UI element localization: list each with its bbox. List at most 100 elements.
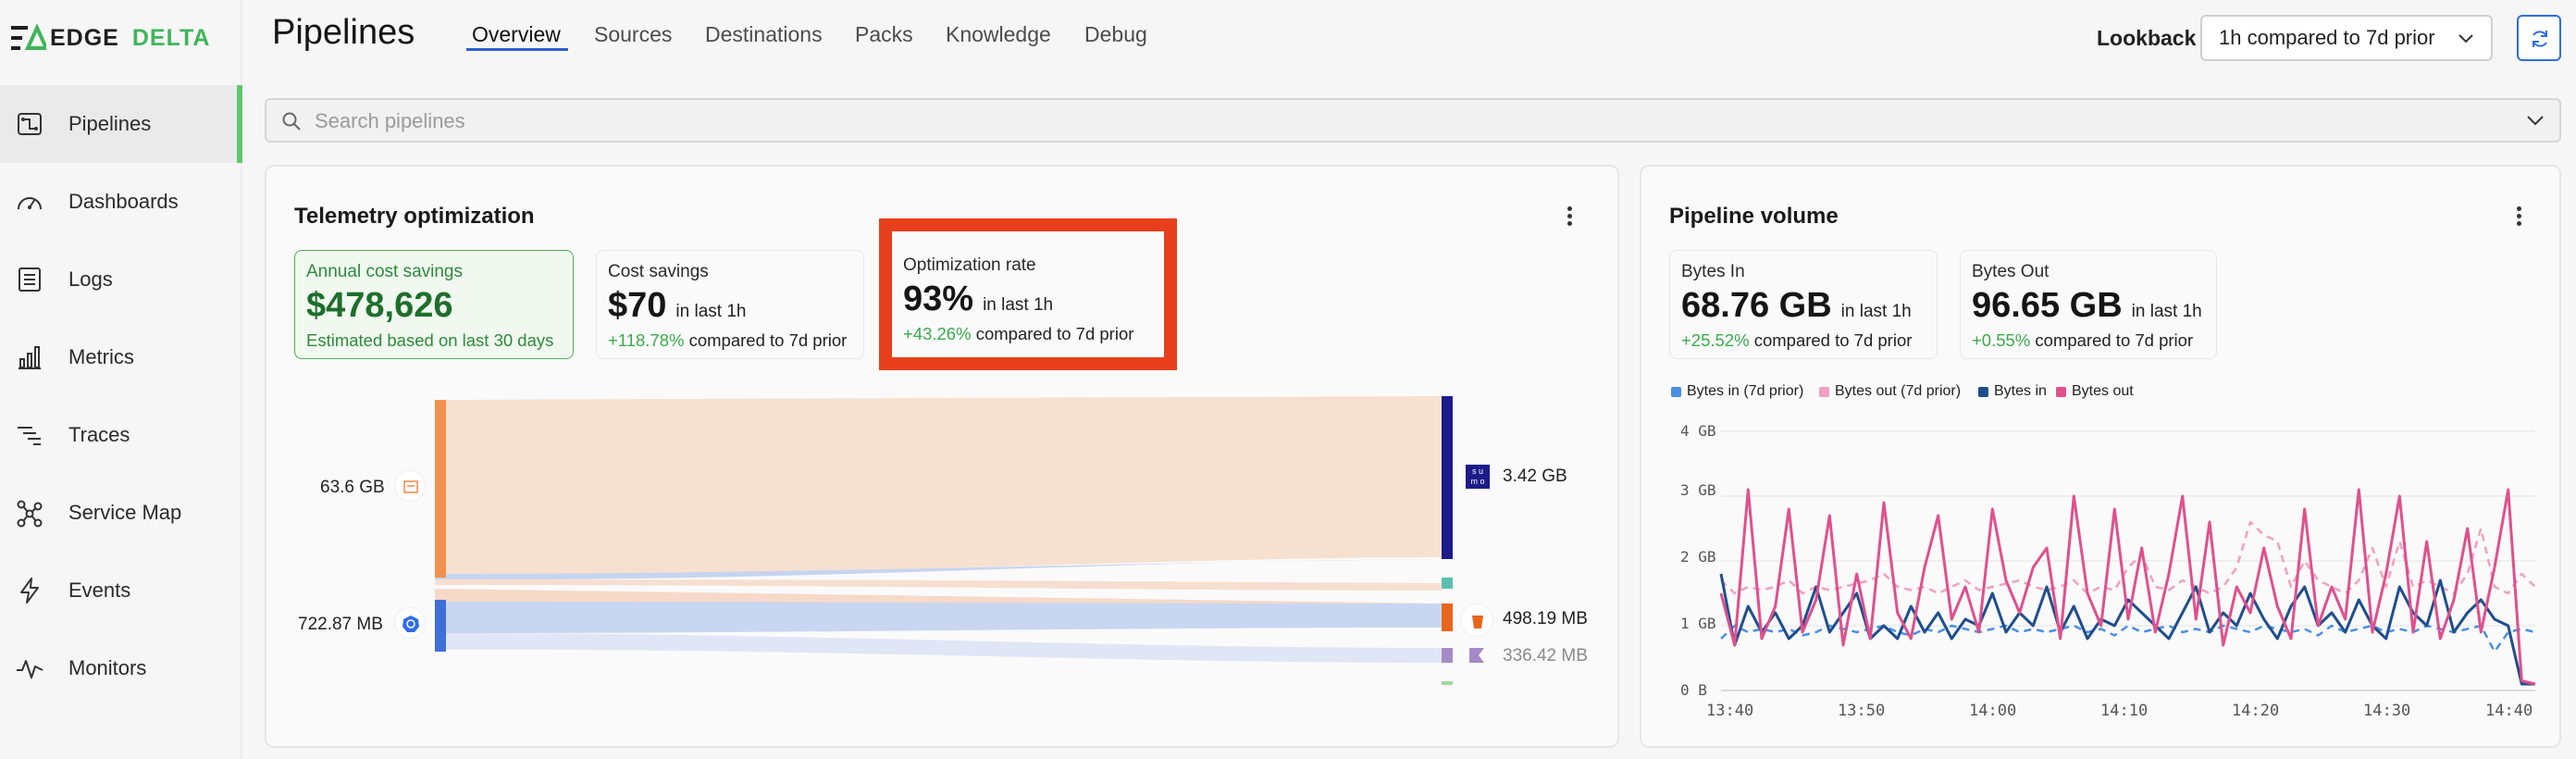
kubernetes-icon[interactable] [394, 607, 426, 639]
legend-swatch [1819, 386, 1829, 397]
metric-change: +118.78% compared to 7d prior [608, 330, 847, 351]
legend-item[interactable]: Bytes in [1978, 383, 2047, 400]
flow-link [435, 633, 1442, 663]
tab-knowledge[interactable]: Knowledge [946, 22, 1051, 46]
s3-bucket-icon[interactable] [1460, 603, 1493, 637]
sidebar-item-traces[interactable]: Traces [0, 396, 242, 474]
legend-item[interactable]: Bytes out (7d prior) [1819, 383, 1961, 400]
legend-label: Bytes out (7d prior) [1835, 383, 1962, 399]
metric-value-number: 96.65 GB [1972, 286, 2123, 325]
metric-label: Bytes Out [1972, 262, 2050, 281]
logo-mark-icon [11, 24, 46, 50]
y-tick-label: 2 GB [1680, 548, 1716, 566]
refresh-button[interactable] [2517, 15, 2561, 61]
chevron-down-icon [2458, 34, 2473, 44]
telemetry-optimization-card: Telemetry optimization Annual cost savin… [265, 165, 1619, 748]
metric-change-pct: +43.26% [903, 324, 972, 343]
flow-node-dest-sumo [1442, 396, 1453, 559]
x-tick-label: 13:40 [1706, 702, 1754, 720]
more-options-icon[interactable] [2509, 204, 2528, 230]
metric-label: Bytes In [1681, 262, 1745, 281]
metric-label: Annual cost savings [306, 262, 463, 281]
metric-change: +0.55% compared to 7d prior [1972, 330, 2193, 351]
metric-change-pct: +25.52% [1681, 330, 1750, 350]
legend-item[interactable]: Bytes in (7d prior) [1671, 383, 1803, 400]
flow-destination-label: 3.42 GB [1503, 467, 1567, 486]
y-tick-label: 4 GB [1680, 422, 1716, 440]
gauge-icon [18, 197, 42, 210]
legend-label: Bytes in (7d prior) [1687, 383, 1804, 399]
metric-value: 96.65 GB in last 1h [1972, 286, 2202, 326]
tab-debug[interactable]: Debug [1084, 22, 1147, 46]
pipeline-volume-card: Pipeline volume Bytes In 68.76 GB in last… [1640, 165, 2561, 748]
card-title: Telemetry optimization [294, 204, 535, 229]
more-options-icon[interactable] [1560, 204, 1579, 230]
x-tick-label: 14:40 [2485, 702, 2533, 720]
pulse-icon [17, 660, 43, 678]
edge-delta-logo[interactable]: EDGE DELTA [9, 22, 210, 54]
file-source-icon[interactable] [394, 470, 426, 502]
legend-label: Bytes out [2072, 383, 2134, 399]
sidebar-item-metrics[interactable]: Metrics [0, 318, 242, 396]
series-line-bytes-out[interactable] [1719, 488, 2536, 686]
lookback-select[interactable]: 1h compared to 7d prior [2200, 15, 2493, 61]
tab-overview[interactable]: Overview [472, 22, 561, 46]
flow-node-source-k8s [435, 600, 446, 652]
sidebar-item-dashboards[interactable]: Dashboards [0, 163, 242, 241]
metric-compare: compared to 7d prior [2035, 330, 2194, 350]
metric-note: Estimated based on last 30 days [306, 330, 554, 350]
sidebar-item-logs[interactable]: Logs [0, 241, 242, 318]
flow-destination-label: 498.19 MB [1503, 609, 1588, 628]
sidebar-item-pipelines[interactable]: Pipelines [0, 85, 242, 163]
flow-link [435, 602, 1442, 633]
sidebar-item-monitors[interactable]: Monitors [0, 629, 242, 707]
service-map-icon [17, 500, 43, 528]
sidebar-item-service-map[interactable]: Service Map [0, 474, 242, 552]
annual-cost-savings-card: Annual cost savings $478,626 Estimated b… [294, 250, 574, 359]
metric-change-pct: +118.78% [608, 330, 685, 350]
refresh-icon [2533, 31, 2547, 47]
edge-delta-icon[interactable] [1466, 644, 1488, 666]
tab-packs[interactable]: Packs [855, 22, 913, 46]
page-title: Pipelines [272, 13, 415, 52]
x-tick-label: 14:20 [2232, 702, 2280, 720]
legend-item[interactable]: Bytes out [2056, 383, 2134, 400]
flow-link [435, 579, 1442, 591]
legend-swatch [2056, 386, 2066, 397]
search-input[interactable] [315, 107, 2443, 135]
metric-unit: in last 1h [1840, 302, 1912, 321]
logo-text-left: EDGE [50, 24, 119, 51]
tab-destinations[interactable]: Destinations [705, 22, 823, 46]
sidebar-item-label: Logs [68, 268, 113, 291]
traces-icon [18, 427, 41, 445]
metric-value: 93% in last 1h [903, 280, 1053, 319]
series-line-bytes-in-7d-prior[interactable] [1720, 624, 2536, 653]
metric-unit: in last 1h [2131, 302, 2202, 321]
cost-savings-card: Cost savings $70 in last 1h +118.78% comp… [596, 250, 864, 359]
bytes-in-card: Bytes In 68.76 GB in last 1h +25.52% comp… [1669, 250, 1938, 359]
x-tick-label: 13:50 [1838, 702, 1886, 720]
tab-sources[interactable]: Sources [594, 22, 673, 46]
legend-swatch [1978, 386, 1988, 397]
y-tick-label: 0 B [1680, 681, 1707, 699]
series-line-bytes-out-7d-prior[interactable] [1720, 520, 2536, 595]
lookback-value: 1h compared to 7d prior [2219, 26, 2435, 49]
x-tick-label: 14:10 [2100, 702, 2149, 720]
y-tick-label: 3 GB [1680, 481, 1716, 499]
lightning-icon [20, 578, 39, 603]
metric-value-number: $70 [608, 286, 667, 325]
metric-label: Cost savings [608, 262, 709, 281]
sidebar-item-label: Pipelines [68, 112, 152, 135]
legend-swatch [1671, 386, 1681, 397]
card-title: Pipeline volume [1669, 204, 1839, 229]
series-line-bytes-in[interactable] [1719, 573, 2535, 686]
metric-value-number: 93% [903, 280, 974, 318]
chevron-down-icon[interactable] [2526, 115, 2545, 126]
metric-value: $478,626 [306, 286, 453, 325]
x-tick-label: 14:00 [1969, 702, 2017, 720]
legend-label: Bytes in [1994, 383, 2047, 399]
sidebar-item-events[interactable]: Events [0, 552, 242, 629]
metric-value: 68.76 GB in last 1h [1681, 286, 1912, 326]
bar-chart-icon [19, 346, 41, 369]
